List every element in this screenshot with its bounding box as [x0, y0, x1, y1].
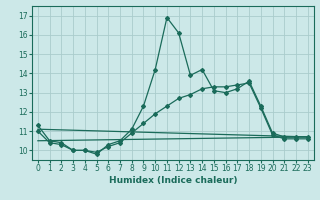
- X-axis label: Humidex (Indice chaleur): Humidex (Indice chaleur): [108, 176, 237, 185]
